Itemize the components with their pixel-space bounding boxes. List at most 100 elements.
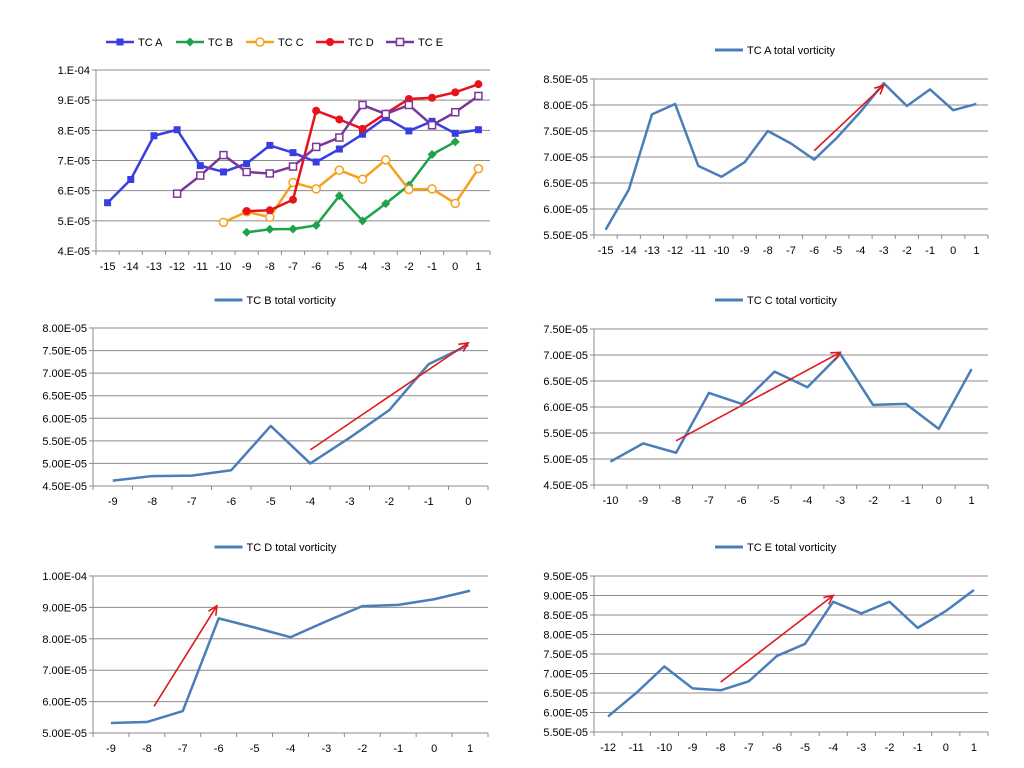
data-point xyxy=(334,191,344,201)
y-tick-label: 6.50E-05 xyxy=(543,376,588,388)
x-tick-label: -7 xyxy=(187,496,197,508)
data-point xyxy=(173,126,181,134)
data-point xyxy=(172,189,182,198)
y-tick-label: 9.E-05 xyxy=(58,95,90,107)
data-point xyxy=(405,127,413,135)
legend-label: TC E xyxy=(418,37,443,49)
y-tick-label: 7.00E-05 xyxy=(543,350,588,362)
x-tick-label: -15 xyxy=(598,245,614,257)
data-point xyxy=(265,169,275,178)
legend-label: TC D xyxy=(348,37,374,49)
x-tick-label: -6 xyxy=(809,245,819,257)
x-tick-label: -12 xyxy=(600,742,616,754)
data-point xyxy=(150,132,158,140)
y-tick-label: 4.50E-05 xyxy=(42,481,87,493)
x-tick-label: -4 xyxy=(803,495,813,507)
y-tick-label: 8.00E-05 xyxy=(543,630,588,642)
data-point xyxy=(104,199,112,207)
y-tick-label: 8.50E-05 xyxy=(543,610,588,622)
y-tick-label: 5.00E-05 xyxy=(42,458,87,470)
x-tick-label: -7 xyxy=(786,245,796,257)
trend-arrow-head xyxy=(830,351,842,361)
legend-label: TC B xyxy=(208,37,233,49)
legend-marker xyxy=(255,37,265,47)
x-tick-label: -2 xyxy=(885,742,895,754)
series-line-1 xyxy=(607,589,975,718)
data-point xyxy=(358,216,368,226)
chart-panel-5: 5.00E-05 6.00E-05 7.00E-05 8.00E-05 9.00E-05… xyxy=(42,542,489,755)
data-point xyxy=(450,137,460,147)
x-tick-label: -9 xyxy=(740,245,750,257)
x-tick-label: -10 xyxy=(656,742,672,754)
trend-arrow-line xyxy=(309,342,469,451)
x-tick-label: -12 xyxy=(169,261,185,273)
y-tick-label: 7.00E-05 xyxy=(543,669,588,681)
y-tick-label: 8.E-05 xyxy=(58,125,90,137)
data-point xyxy=(358,100,367,110)
x-tick-label: -3 xyxy=(345,496,355,508)
x-tick-label: -1 xyxy=(913,742,923,754)
x-tick-label: -5 xyxy=(334,261,344,273)
x-tick-label: -1 xyxy=(393,743,403,755)
y-tick-label: 1.E-04 xyxy=(58,65,90,77)
x-tick-label: -6 xyxy=(214,743,224,755)
x-tick-label: 0 xyxy=(431,743,437,755)
y-tick-label: 6.50E-05 xyxy=(42,391,87,403)
y-tick-label: 6.E-05 xyxy=(58,186,90,198)
data-point xyxy=(288,224,298,234)
data-point xyxy=(381,199,391,209)
series-line-2 xyxy=(246,140,456,234)
trend-arrow-line xyxy=(813,84,885,152)
chart-panel-3: 4.50E-05 5.00E-05 5.50E-05 6.00E-05 6.50E-05… xyxy=(42,295,489,508)
y-tick-label: 9.00E-05 xyxy=(543,591,588,603)
x-tick-label: -8 xyxy=(265,261,275,273)
x-tick-label: -1 xyxy=(901,495,911,507)
x-tick-label: -9 xyxy=(108,496,118,508)
x-tick-label: -6 xyxy=(226,496,236,508)
x-tick-label: -10 xyxy=(602,495,618,507)
x-tick-label: -15 xyxy=(100,261,116,273)
trend-arrow-line xyxy=(675,351,841,442)
data-point xyxy=(311,184,321,194)
x-tick-label: -6 xyxy=(737,495,747,507)
data-point xyxy=(242,207,251,216)
chart-panel-2: 5.50E-05 6.00E-05 6.50E-05 7.00E-05 7.50E-05… xyxy=(543,45,989,257)
data-point xyxy=(427,149,437,159)
legend-label: TC C xyxy=(278,37,304,49)
data-point xyxy=(380,155,391,165)
trend-arrow-line xyxy=(720,594,834,683)
x-tick-label: -3 xyxy=(381,261,391,273)
y-tick-label: 7.50E-05 xyxy=(543,649,588,661)
x-tick-label: -13 xyxy=(644,245,660,257)
x-tick-label: -11 xyxy=(629,742,644,754)
data-point xyxy=(335,145,343,153)
data-point xyxy=(358,124,367,133)
y-tick-label: 6.50E-05 xyxy=(543,178,588,190)
x-tick-label: 0 xyxy=(936,495,942,507)
y-tick-label: 7.E-05 xyxy=(58,156,90,168)
data-point xyxy=(428,93,437,102)
x-tick-label: -13 xyxy=(146,261,162,273)
x-tick-label: -2 xyxy=(404,261,414,273)
x-tick-label: -9 xyxy=(242,261,252,273)
data-point xyxy=(404,100,414,110)
data-point xyxy=(451,129,459,137)
chart-panel-4: 4.50E-05 5.00E-05 5.50E-05 6.00E-05 6.50E-05… xyxy=(543,295,989,507)
data-point xyxy=(219,168,227,176)
legend-marker xyxy=(395,37,405,47)
data-point xyxy=(265,212,275,222)
y-tick-label: 6.00E-05 xyxy=(543,402,588,414)
data-point xyxy=(335,133,344,142)
x-tick-label: -5 xyxy=(770,495,780,507)
x-tick-label: -7 xyxy=(178,743,188,755)
data-point xyxy=(404,184,414,195)
data-point xyxy=(242,227,252,237)
y-tick-label: 9.50E-05 xyxy=(543,571,588,583)
x-tick-label: -4 xyxy=(358,261,368,273)
data-point xyxy=(357,174,368,184)
y-tick-label: 6.00E-05 xyxy=(42,697,87,709)
y-tick-label: 7.00E-05 xyxy=(42,368,87,380)
data-point xyxy=(127,176,135,184)
x-tick-label: -8 xyxy=(763,245,773,257)
x-tick-label: -3 xyxy=(835,495,845,507)
